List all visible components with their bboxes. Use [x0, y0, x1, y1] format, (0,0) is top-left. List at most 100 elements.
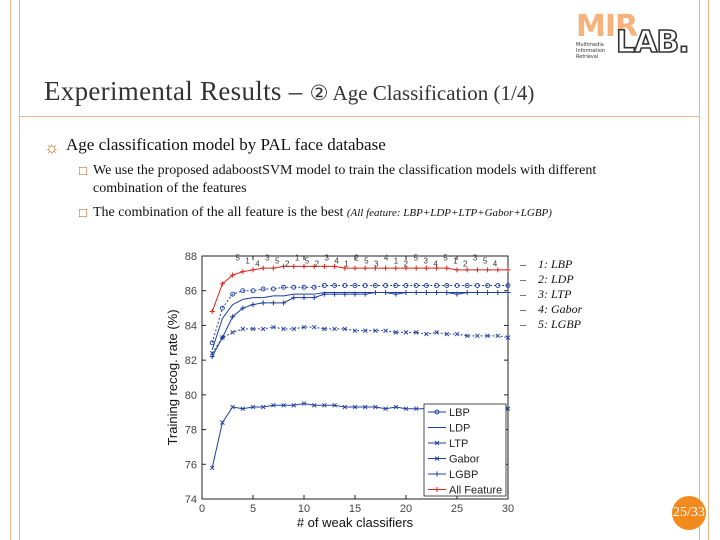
legend-marker-lgbp: [434, 471, 440, 477]
data-point-ltp: [413, 330, 419, 335]
data-point-gabor: [505, 406, 511, 412]
data-point-all-feature: [342, 265, 348, 271]
data-point-all-feature: [362, 265, 368, 271]
line-number-label: 4: [255, 259, 260, 268]
data-point-gabor: [260, 404, 266, 410]
data-point-ltp: [332, 326, 337, 332]
data-point-lgbp: [393, 291, 399, 297]
slide-title-sub: ② Age Classification (1/4): [309, 81, 535, 105]
x-tick-label: 15: [349, 503, 361, 515]
data-point-lbp: [403, 283, 409, 288]
data-point-all-feature: [434, 265, 440, 271]
data-point-gabor: [281, 402, 286, 408]
legend-label-lgbp: LGBP: [449, 469, 478, 481]
mirlab-logo: MIR LAB. Multimedia Information Retrieval: [576, 10, 690, 61]
data-point-gabor: [403, 406, 409, 412]
data-point-gabor: [322, 402, 327, 408]
data-point-lbp: [393, 283, 399, 288]
data-point-all-feature: [311, 263, 317, 269]
left-frame-border: [10, 0, 20, 540]
data-point-all-feature: [219, 281, 225, 287]
data-point-all-feature: [301, 263, 307, 269]
logo-lab-text: LAB.: [615, 25, 690, 61]
data-point-ltp: [240, 326, 246, 332]
data-point-all-feature: [281, 263, 287, 269]
data-point-lgbp: [464, 289, 470, 295]
data-point-ltp: [342, 326, 348, 332]
data-point-all-feature: [270, 265, 276, 271]
data-point-lgbp: [332, 291, 338, 297]
data-point-lbp: [383, 283, 389, 288]
data-point-ltp: [505, 335, 511, 340]
legend-label-all-feature: All Feature: [449, 485, 502, 497]
page-number-badge: 25/33: [672, 496, 706, 530]
data-point-ltp: [260, 326, 266, 332]
x-axis-label: # of weak classifiers: [297, 515, 414, 530]
data-point-all-feature: [209, 309, 215, 315]
line-number-label: 5: [275, 256, 280, 265]
line-number-label: 3: [265, 253, 270, 262]
logo-subtitle: Multimedia Information Retrieval: [576, 42, 605, 60]
line-number-label: 5: [483, 256, 488, 265]
chart-legend-box: [423, 403, 507, 497]
data-point-gabor: [311, 402, 317, 408]
data-point-lbp: [281, 284, 287, 290]
y-tick-label: 76: [185, 459, 197, 471]
data-point-ltp: [271, 324, 276, 330]
data-point-ltp: [444, 331, 450, 337]
square-glyph-icon: ☐: [78, 165, 88, 178]
right-frame-border: [699, 0, 709, 540]
legend-label-ldp: LDP: [449, 423, 470, 435]
data-point-lgbp: [270, 300, 276, 306]
data-point-all-feature: [495, 267, 501, 273]
data-point-gabor: [383, 406, 388, 412]
data-point-lgbp: [291, 295, 297, 301]
data-point-lgbp: [321, 291, 327, 297]
y-tick-label: 74: [185, 494, 197, 506]
line-number-label: 3: [325, 253, 330, 262]
data-point-ltp: [281, 326, 286, 332]
data-point-all-feature: [291, 263, 297, 269]
data-point-lgbp: [474, 289, 480, 295]
data-point-ltp: [454, 331, 460, 337]
data-point-all-feature: [464, 267, 470, 273]
y-axis-label: Training recog. rate (%): [165, 309, 180, 445]
title-divider: [20, 116, 700, 117]
data-point-lgbp: [240, 305, 246, 311]
line-number-label: 5: [305, 256, 310, 265]
data-point-all-feature: [352, 265, 358, 271]
line-number-label: 2: [285, 259, 290, 268]
legend-label-lbp: LBP: [449, 407, 470, 419]
data-point-lgbp: [281, 300, 287, 306]
data-point-all-feature: [260, 265, 266, 271]
data-point-lbp: [474, 283, 480, 288]
data-point-lgbp: [485, 289, 491, 295]
y-tick-label: 78: [185, 425, 197, 437]
legend-marker-gabor: [434, 456, 440, 461]
data-point-lbp: [444, 283, 450, 288]
data-point-lgbp: [423, 289, 429, 295]
data-point-lbp: [495, 283, 501, 288]
data-point-ltp: [393, 330, 399, 335]
line-number-label: 3: [374, 259, 379, 268]
line-number-label: 5: [364, 256, 369, 265]
data-point-ltp: [434, 330, 439, 335]
data-point-all-feature: [413, 265, 419, 271]
data-point-lbp: [485, 283, 491, 288]
main-point: Age classification model by PAL face dat…: [66, 135, 386, 154]
feature-number-legend-item: –3: LTP: [520, 287, 572, 301]
line-number-label: 4: [384, 253, 389, 262]
data-point-lbp: [311, 284, 317, 290]
feature-number-legend: –1: LBP –2: LDP –3: LTP –4: Gabor –5: LG…: [520, 257, 582, 332]
line-number-label: 2: [463, 259, 468, 268]
data-point-lgbp: [219, 335, 225, 341]
data-point-gabor: [413, 406, 419, 412]
data-point-ltp: [485, 333, 490, 339]
square-glyph-icon: ☐: [78, 207, 88, 220]
data-point-ltp: [464, 333, 470, 339]
y-tick-label: 84: [185, 320, 197, 332]
data-point-lbp: [321, 283, 327, 288]
data-point-all-feature: [444, 265, 450, 271]
x-tick-label: 0: [199, 503, 205, 515]
y-tick-label: 86: [185, 286, 197, 298]
